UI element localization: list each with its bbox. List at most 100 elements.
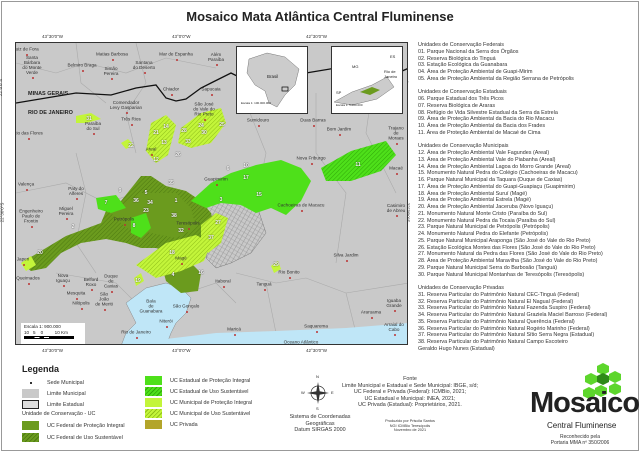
uc-number-label: 21 — [153, 130, 159, 136]
city-label: Oceano Atlântico — [283, 339, 319, 345]
scale-ticks: 10 5 0 10 Km — [24, 330, 68, 335]
uc-state-araras — [96, 195, 126, 213]
city-label: Santa Bárbara do Monte Verde — [22, 55, 42, 75]
sede-municipal-marker — [211, 93, 213, 96]
sede-municipal-marker — [289, 276, 291, 279]
city-label: São José do Vale do Rio Preto — [193, 101, 215, 117]
uc-list-item: 36. Reserva Particular do Patrimônio Nat… — [418, 325, 590, 332]
uc-number-label: 9 — [118, 188, 122, 194]
city-label: Bom Jardim — [326, 126, 352, 132]
uc-state-estrela — [131, 213, 151, 238]
compass-e: E — [331, 390, 334, 395]
city-label: Sapucaia — [201, 86, 221, 92]
uc-number-label: 13 — [161, 140, 167, 146]
uc-number-label: 31 — [86, 116, 92, 122]
uc-list-item: 11. Área de Proteção Ambiental de Macaé … — [418, 129, 541, 136]
uc-number-label: 38 — [171, 213, 177, 219]
uc-municipal-25 — [178, 108, 226, 148]
uc-list-item: 27. Monumento Natural da Pedra das Flore… — [418, 251, 603, 258]
city-label: Engenheiro Paulo de Frontin — [19, 208, 43, 224]
uc-list-item: 38. Reserva Particular do Patrimônio Nat… — [418, 339, 568, 345]
inset-rj-label: MG — [352, 64, 359, 69]
city-label: Guapimirim — [204, 176, 228, 182]
sede-municipal-marker — [91, 289, 93, 291]
sede-municipal-marker — [216, 64, 218, 66]
uc-number-label: 23 — [143, 208, 149, 214]
city-label: Baía de Guanabara — [139, 298, 163, 314]
uc-number-label: 25 — [219, 122, 225, 128]
sede-municipal-marker — [112, 58, 114, 61]
lon-label: 43°0'0"W — [172, 348, 191, 353]
uc-municipal-20 — [21, 256, 36, 271]
uc-list-item: 19. Área de Proteção Ambiental Estrela (… — [418, 197, 531, 204]
uc-list-item: 14. Área de Proteção Ambiental Lagoa do … — [418, 163, 571, 170]
sede-municipal-marker — [396, 172, 398, 175]
inset-brazil-scale: Escala 1: 100.000.000 — [241, 101, 271, 105]
lon-label: 42°30'0"W — [306, 34, 328, 39]
legend-fed-us: UC Federal de Uso Sustentável — [47, 434, 123, 441]
sede-municipal-marker — [93, 133, 95, 135]
sede-municipal-marker — [26, 53, 28, 56]
sede-municipal-marker — [396, 142, 398, 145]
legend-mun-us: UC Municipal de Uso Sustentável — [170, 410, 251, 417]
fed-pi-swatch — [22, 421, 39, 430]
uc-group: Unidades de Conservação Privadas 31. Rese… — [418, 285, 636, 353]
city-label: São Gonçalo — [172, 303, 200, 309]
city-label: Magé — [175, 255, 187, 261]
uc-list-item: 20. Área de Proteção Ambiental Jaceruba … — [418, 204, 554, 210]
legend-lim-mun: Limite Municipal — [47, 390, 86, 397]
city-label: Nova Iguaçu — [56, 273, 70, 283]
source-line: UC Estadual e Municipal: INEA, 2021; — [364, 395, 456, 402]
uc-list-item: 13. Área de Proteção Ambiental Vale do P… — [418, 156, 556, 163]
sede-municipal-marker — [144, 72, 146, 74]
limite-municipal-swatch — [22, 389, 39, 398]
uc-number-label: 4 — [171, 272, 175, 278]
uc-group-heading: Unidades de Conservação Municipais — [418, 143, 509, 150]
logo-subtitle: Central Fluminense — [547, 421, 617, 430]
sede-municipal-marker — [234, 333, 236, 336]
uc-number-label: 20 — [37, 250, 43, 256]
uc-list-item: 35. Reserva Particular do Patrimônio Nat… — [418, 318, 575, 325]
city-label: Saquarema — [304, 323, 328, 329]
sede-municipal-marker — [313, 124, 315, 127]
sede-municipal-marker — [301, 209, 303, 212]
sede-municipal-marker — [394, 310, 396, 312]
uc-number-label: 5 — [144, 190, 148, 196]
uc-number-label: 36 — [133, 198, 139, 204]
legend: Legenda Sede Municipal Limite Municipal … — [5, 362, 413, 448]
sede-municipal-marker — [204, 118, 206, 121]
city-label: Rio das Flores — [15, 130, 43, 136]
main-map[interactable]: MINAS GERAIS RIO DE JANEIRO Juiz de Fora… — [15, 42, 408, 345]
sede-icon — [22, 378, 39, 387]
sede-municipal-marker — [26, 188, 28, 191]
sede-municipal-marker — [151, 153, 153, 156]
sede-municipal-marker — [216, 183, 218, 186]
uc-municipal-27 — [201, 213, 228, 253]
city-label: Silva Jardim — [333, 252, 359, 258]
uc-number-label: 29 — [273, 262, 279, 268]
lon-label: 43°30'0"W — [42, 34, 64, 39]
uc-number-label: 8 — [132, 223, 136, 229]
uc-number-label: 30 — [201, 130, 207, 136]
city-label: Maricá — [227, 326, 241, 332]
uc-number-label: 7 — [104, 200, 108, 206]
sede-municipal-marker — [166, 325, 168, 328]
recog-line: Reconhecido pela — [559, 434, 601, 440]
uc-list-item: 04. Área de Proteção Ambiental de Guapi-… — [418, 69, 533, 75]
sede-municipal-marker — [28, 137, 30, 140]
uc-list-item: 29. Parque Natural Municipal Serra do Ba… — [418, 264, 558, 271]
uc-number-label: 6 — [226, 166, 230, 172]
uc-state-integral — [191, 160, 311, 215]
city-label: Nilópolis — [72, 300, 90, 306]
uc-list-item: 03. Estação Ecológica da Guanabara — [418, 62, 508, 69]
city-label: Cachoeiras de Macacu — [277, 202, 325, 208]
map-canvas — [16, 43, 407, 344]
uc-number-label: 24 — [198, 123, 204, 129]
uc-number-label: 26 — [175, 152, 181, 158]
legend-lim-est: Limite Estadual — [47, 401, 84, 408]
uc-number-label: 37 — [208, 235, 214, 241]
uc-number-label: 12 — [153, 157, 159, 163]
city-label: Areal — [145, 146, 157, 152]
city-label: Arraial do Cabo — [384, 322, 404, 332]
